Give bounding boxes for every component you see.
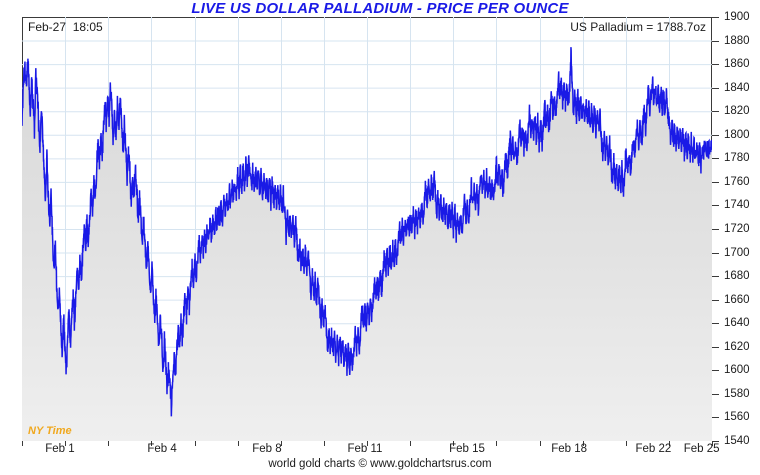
y-axis-tick	[712, 111, 719, 113]
x-axis-tick	[65, 441, 66, 446]
y-axis-tick	[712, 299, 719, 301]
x-axis-tick	[496, 441, 497, 446]
y-axis: 1900 1880 1860 1840 1820 1800 1780 1760 1740 1720…	[712, 0, 760, 475]
y-axis-label: 1760	[724, 175, 750, 188]
y-axis-tick	[712, 393, 719, 395]
x-axis-tick	[151, 441, 152, 446]
x-axis-tick	[324, 441, 325, 446]
y-axis-label: 1840	[724, 81, 750, 94]
y-axis-label: 1740	[724, 199, 750, 212]
y-axis-label: 1880	[724, 34, 750, 47]
y-axis-label: 1860	[724, 58, 750, 71]
x-axis-tick	[281, 441, 282, 446]
y-axis-label: 1640	[724, 317, 750, 330]
y-axis-tick	[712, 64, 719, 66]
plot-area[interactable]: Feb-27 18:05 US Palladium = 1788.7oz NY …	[22, 17, 712, 441]
y-axis-label: 1540	[724, 435, 750, 447]
last-price-label: US Palladium = 1788.7oz	[570, 20, 706, 34]
x-axis-label: Feb 18	[551, 443, 588, 455]
x-axis-label: Feb 1	[45, 443, 75, 455]
y-axis-tick	[712, 205, 719, 207]
x-axis-label: Feb 8	[252, 443, 282, 455]
y-axis-tick	[712, 17, 719, 18]
y-axis-label: 1720	[724, 223, 750, 235]
y-axis-tick	[712, 40, 719, 42]
x-axis-tick	[583, 441, 584, 446]
y-axis-tick	[712, 158, 719, 160]
y-axis-label: 1580	[724, 387, 750, 400]
x-axis-label: Feb 22	[635, 443, 672, 455]
x-axis-tick	[453, 441, 454, 446]
footer-credit: world gold charts © www.goldchartsrus.co…	[268, 458, 492, 470]
chart-title: LIVE US DOLLAR PALLADIUM - PRICE PER OUN…	[191, 0, 569, 17]
y-axis-label: 1600	[724, 364, 750, 377]
y-axis-tick	[712, 87, 719, 89]
price-series-svg	[22, 17, 712, 441]
y-axis-tick	[712, 370, 719, 372]
x-axis-label: Feb 11	[347, 443, 383, 455]
y-axis-tick	[712, 252, 719, 254]
x-axis-tick	[410, 441, 411, 446]
x-axis-tick	[195, 441, 196, 446]
y-axis-tick	[712, 229, 719, 230]
x-axis-tick	[367, 441, 368, 446]
x-axis-tick	[540, 441, 541, 446]
y-axis-tick	[712, 323, 719, 325]
y-axis-label: 1900	[724, 11, 750, 23]
x-axis-tick	[669, 441, 670, 446]
y-axis-label: 1660	[724, 293, 750, 306]
x-axis-tick	[712, 441, 713, 446]
x-axis-tick	[238, 441, 239, 446]
timestamp-label: Feb-27 18:05	[28, 20, 103, 34]
y-axis-label: 1820	[724, 105, 750, 118]
y-axis-tick	[712, 276, 719, 278]
y-axis-label: 1800	[724, 128, 750, 141]
timezone-label: NY Time	[28, 425, 72, 437]
y-axis-label: 1560	[724, 411, 750, 424]
y-axis-label: 1780	[724, 152, 750, 165]
x-axis-tick	[108, 441, 109, 446]
y-axis-tick	[712, 181, 719, 183]
x-axis: Feb 1 Feb 4 Feb 8 Feb 11 Feb 15 Feb 18 Feb 22 F…	[0, 443, 760, 461]
y-axis-tick	[712, 441, 719, 442]
x-axis-label: Feb 15	[449, 443, 485, 455]
x-axis-tick	[626, 441, 627, 446]
x-axis-label: Feb 25	[683, 443, 720, 455]
y-axis-label: 1620	[724, 340, 750, 353]
y-axis-tick	[712, 346, 719, 348]
x-axis-tick	[22, 441, 23, 446]
y-axis-label: 1700	[724, 246, 750, 259]
x-axis-label: Feb 4	[147, 443, 177, 455]
y-axis-tick	[712, 417, 719, 419]
y-axis-label: 1680	[724, 270, 750, 283]
y-axis-tick	[712, 134, 719, 136]
